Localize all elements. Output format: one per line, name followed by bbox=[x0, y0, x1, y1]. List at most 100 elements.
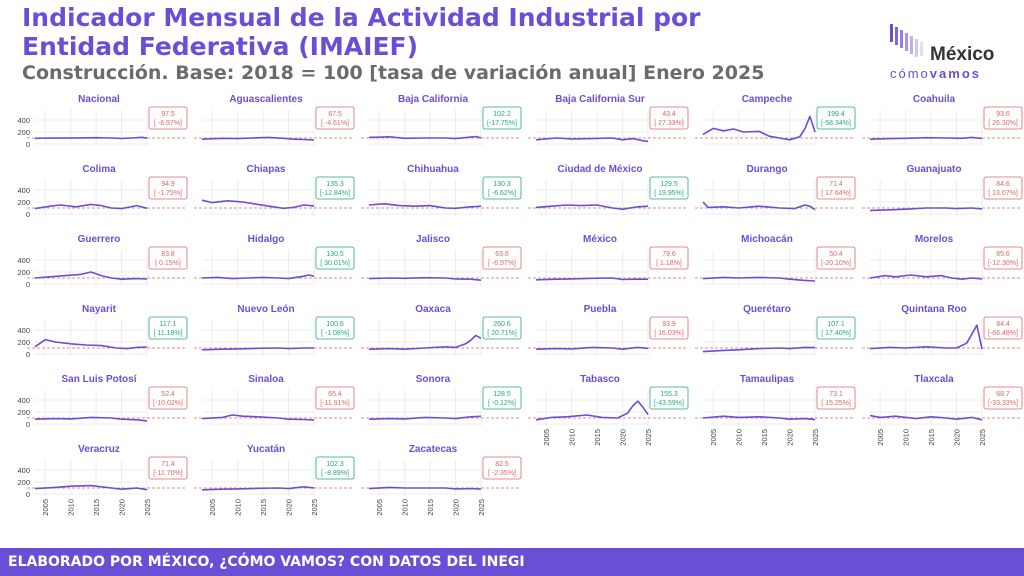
panel-title: Tabasco bbox=[580, 374, 620, 385]
latest-value-label: 82.5 bbox=[495, 461, 509, 468]
panel-title: Chihuahua bbox=[407, 164, 459, 175]
change-value-label: [ 20.71%] bbox=[487, 330, 517, 337]
latest-value-label: 107.1 bbox=[827, 321, 845, 328]
footer-text: ELABORADO POR MÉXICO, ¿CÓMO VAMOS? CON D… bbox=[8, 554, 525, 570]
x-tick-label: 2005 bbox=[542, 429, 551, 446]
change-value-label: [ 17.40%] bbox=[821, 330, 851, 337]
y-tick-label: 0 bbox=[26, 420, 30, 429]
x-tick-label: 2025 bbox=[978, 429, 987, 446]
panel-title: Baja California bbox=[398, 94, 468, 105]
panel-colima: Colima 0 200 400 94.9 [ -1.75%] bbox=[17, 164, 188, 219]
value-label-box bbox=[983, 106, 1023, 130]
series-line bbox=[201, 274, 315, 280]
series-line bbox=[869, 324, 983, 350]
change-value-label: [ -0.12%] bbox=[488, 400, 516, 407]
change-value-label: [ -1.75%] bbox=[154, 190, 182, 197]
latest-value-label: 97.5 bbox=[161, 111, 175, 118]
change-value-label: [-11.70%] bbox=[153, 470, 182, 477]
logo-sub-bold: vamos bbox=[929, 66, 981, 81]
x-tick-label: 2005 bbox=[208, 499, 217, 516]
series-line bbox=[702, 115, 816, 141]
value-label-box bbox=[649, 176, 689, 200]
change-value-label: [ 19.95%] bbox=[654, 190, 684, 197]
latest-value-label: 155.3 bbox=[660, 391, 678, 398]
panel-title: Querétaro bbox=[743, 304, 791, 315]
x-tick-label: 2020 bbox=[953, 429, 962, 446]
series-line bbox=[34, 416, 148, 422]
panel-morelos: Morelos 85.6 [-12.30%] bbox=[862, 234, 1023, 286]
value-label-box bbox=[315, 176, 355, 200]
panel-sinaloa: Sinaloa 65.4 [-11.91%] bbox=[194, 374, 355, 426]
panel-title: Yucatán bbox=[247, 444, 285, 455]
change-value-label: [ 16.03%] bbox=[654, 330, 684, 337]
panel-tabasco: Tabasco 155.3 [-43.59%] 2005 2010 2015 2020 202… bbox=[528, 374, 689, 446]
change-value-label: [ -6.62%] bbox=[488, 190, 516, 197]
panel-mexico: México 79.6 [ 1.18%] bbox=[528, 234, 689, 286]
y-tick-label: 200 bbox=[17, 268, 30, 277]
value-label-box bbox=[983, 316, 1023, 340]
panel-title: Zacatecas bbox=[409, 444, 458, 455]
value-label-box bbox=[315, 106, 355, 130]
panel-oaxaca: Oaxaca 260.6 [ 20.71%] bbox=[361, 304, 522, 356]
x-tick-label: 2005 bbox=[375, 499, 384, 516]
x-tick-label: 2015 bbox=[593, 429, 602, 446]
panel-tamaulipas: Tamaulipas 73.1 [ 15.25%] 2005 2010 2015 2020 2… bbox=[695, 374, 856, 446]
change-value-label: [ 0.15%] bbox=[155, 260, 181, 267]
panel-title: Coahuila bbox=[913, 94, 956, 105]
x-tick-label: 2015 bbox=[426, 499, 435, 516]
panel-puebla: Puebla 93.9 [ 16.03%] bbox=[528, 304, 689, 356]
value-label-box bbox=[148, 106, 188, 130]
y-tick-label: 400 bbox=[17, 116, 30, 125]
x-tick-label: 2025 bbox=[477, 499, 486, 516]
y-tick-label: 200 bbox=[17, 478, 30, 487]
value-label-box bbox=[482, 246, 522, 270]
latest-value-label: 73.1 bbox=[829, 391, 843, 398]
y-tick-label: 400 bbox=[17, 466, 30, 475]
logo-bars-icon bbox=[890, 24, 923, 57]
panel-title: Sinaloa bbox=[248, 374, 284, 385]
latest-value-label: 52.4 bbox=[161, 391, 175, 398]
latest-value-label: 93.6 bbox=[996, 111, 1010, 118]
value-label-box bbox=[148, 316, 188, 340]
latest-value-label: 71.4 bbox=[161, 461, 175, 468]
panel-title: Puebla bbox=[584, 304, 617, 315]
x-tick-label: 2020 bbox=[619, 429, 628, 446]
series-line bbox=[34, 338, 148, 350]
logo-word: México bbox=[930, 44, 995, 65]
y-tick-label: 200 bbox=[17, 408, 30, 417]
panel-title: México bbox=[583, 234, 617, 245]
footer-bar: ELABORADO POR MÉXICO, ¿CÓMO VAMOS? CON D… bbox=[0, 548, 1024, 576]
page-title-line2: Entidad Federativa (IMAIEF) bbox=[22, 32, 419, 61]
panel-title: Campeche bbox=[742, 94, 793, 105]
series-line bbox=[869, 207, 983, 212]
change-value-label: [ 26.30%] bbox=[988, 120, 1018, 127]
change-value-label: [-12.30%] bbox=[988, 260, 1018, 267]
series-line bbox=[535, 346, 649, 351]
y-tick-label: 0 bbox=[26, 140, 30, 149]
latest-value-label: 130.5 bbox=[326, 251, 344, 258]
x-tick-label: 2025 bbox=[811, 429, 820, 446]
x-tick-label: 2015 bbox=[259, 499, 268, 516]
panel-title: Chiapas bbox=[247, 164, 286, 175]
latest-value-label: 43.4 bbox=[662, 111, 676, 118]
value-label-box bbox=[983, 386, 1023, 410]
x-tick-label: 2025 bbox=[310, 499, 319, 516]
value-label-box bbox=[315, 386, 355, 410]
y-tick-label: 200 bbox=[17, 338, 30, 347]
panel-nuevo-leon: Nuevo León 100.6 [ -1.08%] bbox=[194, 304, 355, 356]
panel-guerrero: Guerrero 0 200 400 83.8 [ 0.15%] bbox=[17, 234, 188, 289]
series-line bbox=[201, 136, 315, 141]
latest-value-label: 84.6 bbox=[996, 181, 1010, 188]
latest-value-label: 128.5 bbox=[493, 391, 511, 398]
y-tick-label: 0 bbox=[26, 490, 30, 499]
change-value-label: [ 1.18%] bbox=[656, 260, 682, 267]
latest-value-label: 83.8 bbox=[161, 251, 175, 258]
panel-sonora: Sonora 128.5 [ -0.12%] bbox=[361, 374, 522, 426]
panel-title: Jalisco bbox=[416, 234, 450, 245]
value-label-box bbox=[148, 386, 188, 410]
value-label-box bbox=[649, 316, 689, 340]
panel-san-luis-potosi: San Luis Potosí 0 200 400 52.4 [-10.02%] bbox=[17, 374, 188, 429]
latest-value-label: 65.4 bbox=[328, 391, 342, 398]
series-line bbox=[368, 135, 482, 140]
